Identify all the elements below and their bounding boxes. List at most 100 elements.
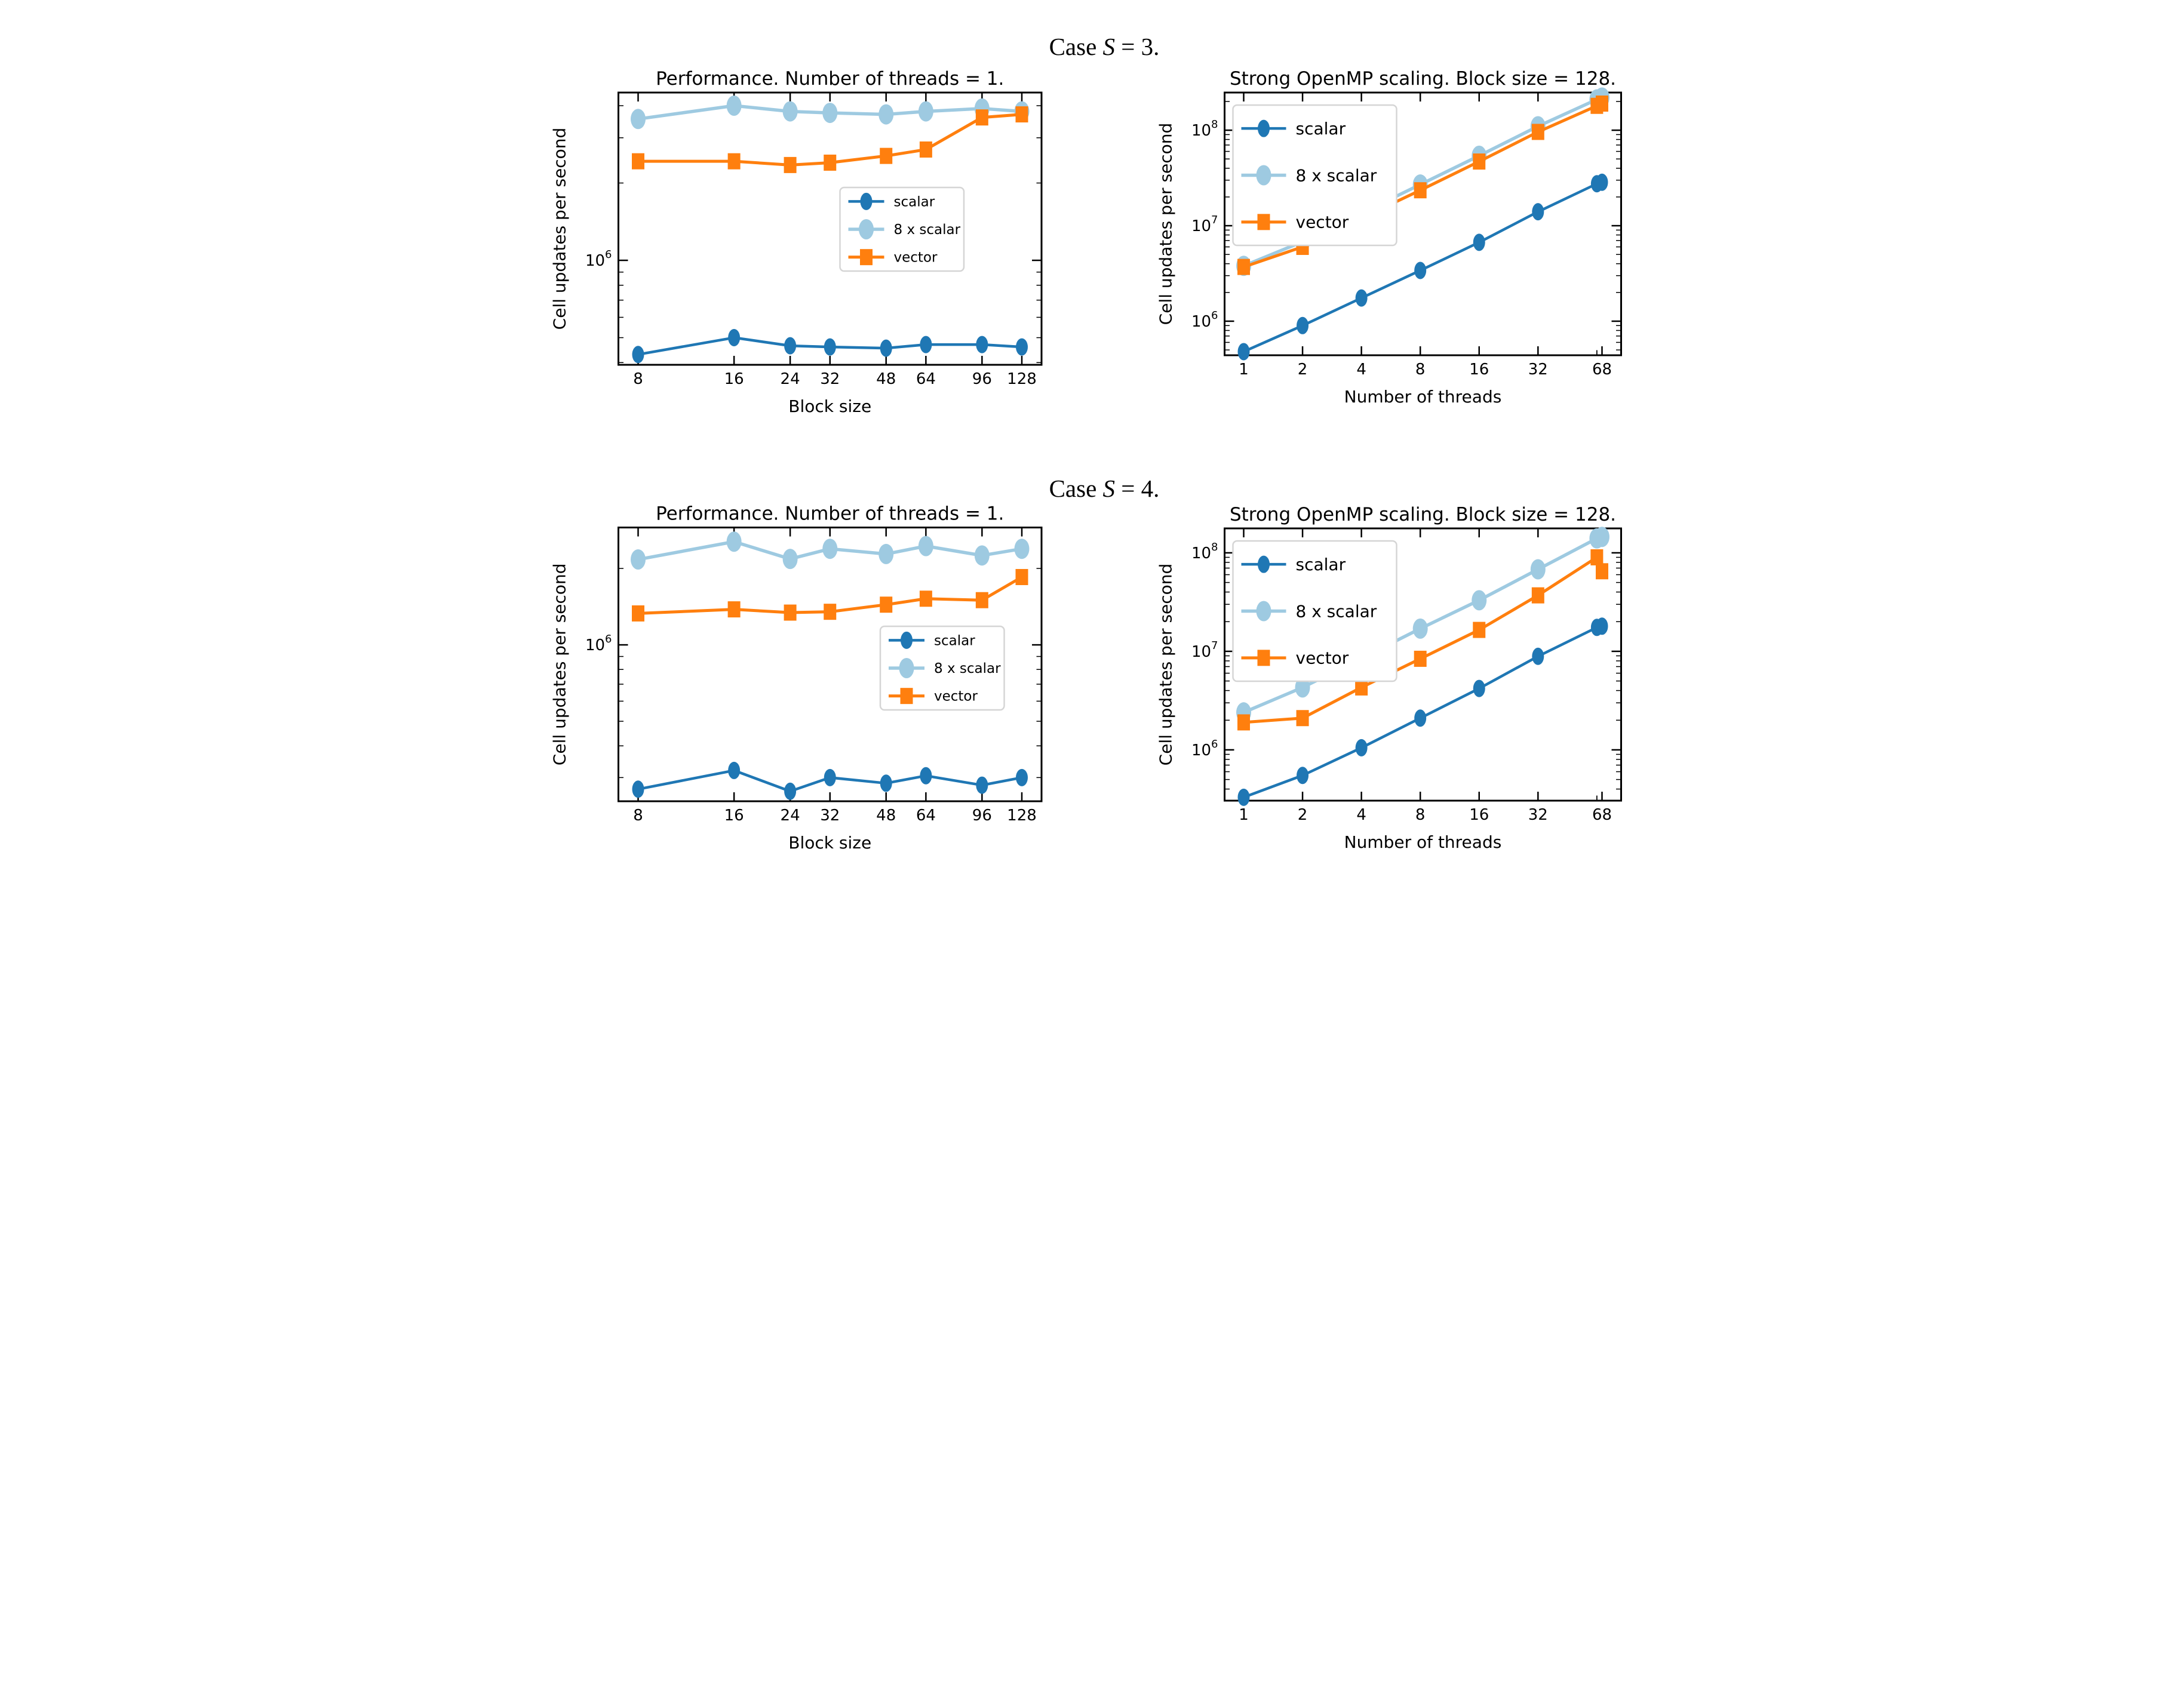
figure: Case S = 3. Case S = 4. Performance. Num…: [546, 0, 1638, 852]
data-point: [1531, 203, 1544, 221]
data-point: [784, 156, 797, 173]
data-point: [727, 153, 741, 170]
series-vector: [632, 568, 1028, 622]
data-point: [1414, 262, 1426, 279]
legend-label: vector: [934, 689, 978, 705]
legend-sample-marker: [1256, 165, 1271, 186]
y-tick-label: 106: [1191, 738, 1218, 759]
x-tick-label: 32: [820, 370, 840, 388]
legend: scalar 8 x scalar vector: [879, 625, 1005, 711]
x-tick-label: 32: [1528, 361, 1547, 379]
x-tick-label: 48: [876, 807, 896, 825]
data-point: [1412, 618, 1428, 639]
legend-label: 8 x scalar: [1295, 165, 1377, 185]
x-tick-label: 128: [1007, 370, 1037, 388]
x-tick-label: 48: [876, 370, 896, 388]
series-vector: [632, 106, 1028, 173]
data-point: [878, 543, 894, 564]
legend-sample-marker: [1257, 214, 1270, 230]
data-point: [726, 531, 742, 552]
row-title-variable: S: [1102, 33, 1116, 60]
data-point: [880, 339, 892, 357]
row-title-suffix: = 4.: [1115, 475, 1160, 502]
legend: scalar 8 x scalar vector: [1231, 104, 1397, 247]
data-point: [1414, 709, 1426, 727]
series-line: [1242, 535, 1604, 714]
y-axis-label: Cell updates per second: [550, 128, 570, 330]
x-tick-label: 96: [972, 370, 992, 388]
x-tick-label: 8: [1415, 806, 1425, 824]
data-point: [1590, 549, 1603, 565]
x-tick-label: 2: [1297, 806, 1307, 824]
data-point: [632, 153, 644, 170]
data-point: [782, 549, 798, 570]
x-tick-label: 4: [1356, 361, 1366, 379]
row-title-prefix: Case: [1049, 475, 1103, 502]
data-point: [728, 329, 741, 347]
data-point: [822, 539, 838, 559]
data-point: [975, 109, 988, 126]
data-point: [1595, 563, 1608, 580]
data-point: [919, 590, 932, 607]
x-tick-label: 16: [724, 370, 744, 388]
y-ticks: 106: [585, 105, 1042, 363]
legend-sample-marker: [860, 192, 873, 210]
data-point: [880, 774, 892, 792]
chart-s4-scaling: Strong OpenMP scaling. Block size = 128.…: [1156, 504, 1622, 852]
legend-label: 8 x scalar: [934, 661, 1001, 676]
series-line: [637, 113, 1024, 167]
data-point: [1473, 233, 1485, 251]
series-line: [1242, 181, 1604, 353]
y-tick-label: 108: [1191, 541, 1218, 562]
data-point: [1531, 587, 1544, 604]
series-scalar: [1237, 617, 1608, 806]
x-axis-label: Number of threads: [1344, 832, 1501, 852]
data-point: [726, 96, 742, 116]
legend-label: scalar: [894, 194, 935, 210]
x-axis-label: Number of threads: [1344, 387, 1501, 407]
data-point: [632, 605, 644, 622]
series-line: [636, 104, 1024, 121]
data-point: [920, 336, 932, 353]
data-point: [1594, 527, 1609, 548]
x-tick-label: 64: [916, 370, 936, 388]
legend-sample-marker: [860, 249, 873, 266]
data-point: [784, 337, 797, 355]
x-tick-label: 4: [1356, 806, 1366, 824]
legend-sample-marker: [899, 658, 914, 678]
data-point: [1472, 622, 1485, 638]
row-title-case-s3: Case S = 3.: [546, 4, 1638, 90]
data-point: [1472, 153, 1485, 170]
axes: [618, 91, 1043, 366]
data-point: [1471, 590, 1486, 611]
data-point: [1237, 714, 1250, 731]
row-title-variable: S: [1102, 475, 1116, 502]
series-scalar: [632, 761, 1028, 800]
series-line: [1242, 625, 1604, 799]
data-point: [1237, 788, 1249, 806]
legend-sample-marker: [1256, 601, 1271, 622]
legend-label: vector: [1295, 648, 1349, 668]
data-point: [878, 104, 894, 125]
x-ticks: 1 2 4 8 16 32 68: [1239, 528, 1612, 824]
data-point: [824, 604, 837, 620]
y-tick-label: 108: [1191, 118, 1218, 140]
data-point: [824, 154, 837, 171]
x-tick-label: 1: [1239, 361, 1249, 379]
series-line: [1242, 555, 1604, 724]
data-point: [784, 604, 797, 621]
data-point: [1596, 617, 1608, 635]
x-ticks: 1 2 4 8 16 32 68: [1239, 93, 1612, 379]
series-line: [636, 540, 1024, 561]
chart-s3-scaling: Strong OpenMP scaling. Block size = 128.…: [1156, 68, 1622, 407]
data-point: [1595, 96, 1608, 112]
chart-title: Performance. Number of threads = 1.: [656, 503, 1004, 525]
data-point: [1473, 679, 1485, 697]
data-point: [632, 346, 644, 364]
y-tick-label: 106: [585, 633, 612, 654]
x-tick-label: 68: [1592, 361, 1611, 379]
data-point: [918, 536, 933, 556]
data-point: [784, 782, 797, 800]
y-tick-label: 106: [585, 248, 612, 270]
series-line: [637, 336, 1024, 356]
